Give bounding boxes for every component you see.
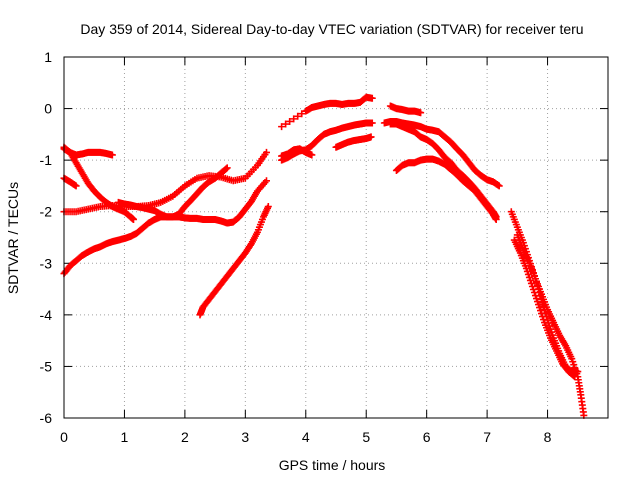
series-arc-10 bbox=[278, 93, 376, 131]
y-tick-label: 1 bbox=[44, 49, 52, 65]
x-tick-label: 1 bbox=[121, 429, 129, 445]
data-point bbox=[286, 117, 294, 125]
y-tick-label: 0 bbox=[44, 101, 52, 117]
data-point bbox=[367, 133, 375, 141]
axis-ticks: 0 1 2 3 4 5 6 7 8 1 0 -1 -2 -3 -4 -5 -6 bbox=[40, 49, 608, 445]
data-point bbox=[130, 215, 138, 223]
series-arc-1 bbox=[60, 145, 116, 159]
data-point bbox=[264, 203, 272, 211]
x-tick-label: 5 bbox=[362, 429, 370, 445]
y-tick-label: -3 bbox=[40, 255, 53, 271]
data-point bbox=[290, 115, 298, 123]
data-point bbox=[298, 110, 306, 118]
x-tick-label: 6 bbox=[423, 429, 431, 445]
series-arc-12 bbox=[386, 102, 425, 117]
data-point bbox=[495, 182, 503, 190]
grid-lines bbox=[64, 57, 608, 418]
series-arc-11 bbox=[332, 133, 375, 151]
data-points bbox=[60, 93, 588, 419]
data-point bbox=[108, 151, 116, 159]
data-point bbox=[492, 215, 500, 223]
data-point bbox=[308, 151, 316, 159]
data-point bbox=[294, 112, 302, 120]
series-arc-17 bbox=[510, 236, 579, 381]
x-tick-label: 2 bbox=[181, 429, 189, 445]
data-point bbox=[368, 119, 376, 127]
x-tick-label: 3 bbox=[241, 429, 249, 445]
series-arc-7 bbox=[196, 203, 272, 319]
series-arc-18 bbox=[513, 231, 588, 419]
x-tick-label: 8 bbox=[544, 429, 552, 445]
data-point bbox=[368, 94, 376, 102]
plot-frame bbox=[63, 56, 609, 419]
series-arc-6 bbox=[114, 164, 231, 221]
series-arc-9 bbox=[278, 145, 316, 160]
data-point bbox=[278, 123, 286, 131]
series-arc-13 bbox=[380, 117, 503, 190]
x-tick-label: 7 bbox=[483, 429, 491, 445]
y-tick-label: -2 bbox=[40, 204, 53, 220]
x-tick-label: 0 bbox=[60, 429, 68, 445]
data-point bbox=[222, 165, 230, 173]
x-axis-label: GPS time / hours bbox=[279, 457, 386, 473]
chart-title: Day 359 of 2014, Sidereal Day-to-day VTE… bbox=[80, 21, 583, 37]
data-point bbox=[282, 120, 290, 128]
y-axis-label: SDTVAR / TECUs bbox=[5, 182, 21, 294]
x-tick-label: 4 bbox=[302, 429, 310, 445]
data-point bbox=[223, 164, 231, 172]
data-point bbox=[262, 148, 270, 156]
y-tick-label: -1 bbox=[40, 152, 53, 168]
y-tick-label: -5 bbox=[40, 358, 53, 374]
y-tick-label: -4 bbox=[40, 307, 53, 323]
data-point bbox=[72, 182, 80, 190]
series-arc-3 bbox=[60, 174, 80, 190]
data-point bbox=[417, 109, 425, 117]
y-tick-label: -6 bbox=[40, 410, 53, 426]
series-arc-15 bbox=[392, 155, 500, 223]
data-point bbox=[262, 177, 270, 185]
